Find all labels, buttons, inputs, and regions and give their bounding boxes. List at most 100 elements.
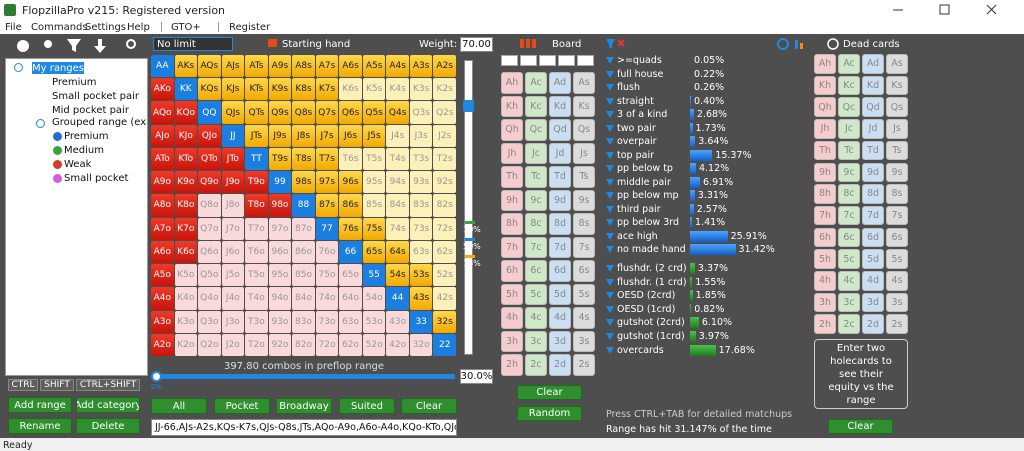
board-card[interactable]: 2c	[525, 354, 547, 376]
hand-cell[interactable]: 64o	[339, 287, 362, 310]
menu-item[interactable]: Help	[127, 21, 150, 33]
hand-cell[interactable]: T7o	[245, 217, 268, 240]
hand-cell[interactable]: 32s	[433, 310, 456, 333]
hand-cell[interactable]: 97o	[268, 217, 292, 240]
hand-cell[interactable]: 52s	[433, 264, 456, 287]
dead-card[interactable]: As	[886, 54, 908, 74]
dead-card[interactable]: 7d	[862, 205, 884, 226]
hand-cell[interactable]: A2o	[151, 333, 174, 356]
hand-cell[interactable]: 32o	[409, 333, 433, 356]
board-slot[interactable]	[558, 55, 575, 66]
hand-cell[interactable]: 55	[362, 264, 386, 287]
hand-cell[interactable]: J8s	[292, 124, 315, 147]
hand-cell[interactable]: AQo	[151, 101, 174, 124]
dead-card[interactable]: Js	[886, 119, 908, 139]
hand-cell[interactable]: T3o	[245, 310, 268, 333]
hand-cell[interactable]: 53s	[409, 264, 433, 287]
board-card[interactable]: Qc	[525, 119, 547, 141]
hand-cell[interactable]: K6s	[339, 78, 362, 101]
hand-cell[interactable]: Q7s	[315, 101, 339, 124]
hand-cell[interactable]: T9s	[268, 147, 292, 171]
hand-cell[interactable]: 82s	[433, 194, 456, 217]
tree-item[interactable]: Premium	[64, 130, 109, 142]
dead-card[interactable]: 2c	[838, 314, 860, 334]
hand-cell[interactable]: Q7o	[198, 217, 221, 240]
grid-button[interactable]: Broadway	[276, 398, 332, 414]
clear-filter-icon[interactable]	[617, 39, 625, 47]
hand-cell[interactable]: 92o	[268, 333, 292, 356]
hand-cell[interactable]: Q9s	[268, 101, 292, 124]
stat-name[interactable]: gutshot (1crd)	[617, 331, 685, 342]
hand-cell[interactable]: J9o	[221, 171, 245, 194]
board-slot[interactable]	[501, 55, 518, 66]
dead-card[interactable]: 4s	[886, 271, 908, 291]
tree-item[interactable]: Medium	[64, 144, 104, 156]
dead-card[interactable]: Ah	[814, 54, 836, 74]
hand-cell[interactable]: AKs	[174, 55, 198, 78]
dead-card[interactable]: Qd	[862, 97, 884, 117]
refresh-icon[interactable]	[777, 38, 789, 50]
board-card[interactable]: 6d	[549, 260, 571, 282]
hand-cell[interactable]: 54o	[362, 287, 386, 310]
hand-cell[interactable]: KJo	[174, 124, 198, 147]
dead-card[interactable]: Kh	[814, 75, 836, 96]
hand-cell[interactable]: 88	[292, 194, 315, 217]
board-card[interactable]: Th	[501, 166, 523, 188]
stat-name[interactable]: middle pair	[617, 176, 671, 188]
board-card[interactable]: 7c	[525, 236, 547, 258]
hand-cell[interactable]: K7o	[174, 217, 198, 240]
dead-card[interactable]: Tc	[838, 140, 860, 161]
hand-cell[interactable]: KQo	[174, 101, 198, 124]
hand-cell[interactable]: 54s	[386, 264, 409, 287]
hand-cell[interactable]: 93s	[409, 171, 433, 194]
users-icon[interactable]	[44, 40, 52, 48]
board-card[interactable]: Kh	[501, 95, 523, 117]
board-card[interactable]: 2s	[573, 354, 595, 376]
hand-cell[interactable]: Q5o	[198, 264, 221, 287]
board-card[interactable]: Tc	[525, 166, 547, 188]
hand-cell[interactable]: JTo	[221, 147, 245, 171]
dead-card[interactable]: 4d	[862, 271, 884, 291]
settings-icon[interactable]	[17, 40, 29, 52]
stat-name[interactable]: pp below mp	[617, 190, 679, 201]
menu-item[interactable]: Commands	[31, 21, 88, 33]
board-card[interactable]: 5c	[525, 283, 547, 305]
stat-name[interactable]: no made hand	[617, 244, 686, 255]
dead-card[interactable]: 3s	[886, 292, 908, 313]
board-card[interactable]: 2h	[501, 354, 523, 376]
hand-cell[interactable]: 95s	[362, 171, 386, 194]
hand-cell[interactable]: J5s	[362, 124, 386, 147]
board-card[interactable]: Kd	[549, 95, 571, 117]
tree-item[interactable]: Weak	[64, 158, 92, 170]
board-card[interactable]: 6s	[573, 260, 595, 282]
dead-card[interactable]: 7c	[838, 205, 860, 226]
board-card[interactable]: 3s	[573, 330, 595, 352]
board-card[interactable]: Qs	[573, 119, 595, 141]
board-card[interactable]: 5h	[501, 283, 523, 305]
hand-cell[interactable]: 66	[339, 240, 362, 264]
hand-cell[interactable]: QJo	[198, 124, 221, 147]
hand-cell[interactable]: A7o	[151, 217, 174, 240]
dead-card[interactable]: 9h	[814, 162, 836, 182]
hand-cell[interactable]: A9o	[151, 171, 174, 194]
hand-cell[interactable]: AKo	[151, 78, 174, 101]
board-card[interactable]: 2d	[549, 354, 571, 376]
menu-item[interactable]: Settings	[85, 21, 127, 33]
hand-cell[interactable]: K6o	[174, 240, 198, 264]
board-card[interactable]: 7d	[549, 236, 571, 258]
hand-cell[interactable]: Q2o	[198, 333, 221, 356]
hand-cell[interactable]: 62s	[433, 240, 456, 264]
hand-cell[interactable]: 96s	[339, 171, 362, 194]
stat-name[interactable]: OESD (1crd)	[617, 303, 676, 315]
hand-cell[interactable]: 42s	[433, 287, 456, 310]
weight-slider[interactable]	[464, 60, 473, 355]
dead-card[interactable]: 2s	[886, 314, 908, 334]
hand-cell[interactable]: K2s	[433, 78, 456, 101]
hand-cell[interactable]: TT	[245, 147, 268, 171]
board-card[interactable]: 4d	[549, 307, 571, 329]
hand-cell[interactable]: K4o	[174, 287, 198, 310]
board-card[interactable]: Qd	[549, 119, 571, 141]
board-card[interactable]: 3d	[549, 330, 571, 352]
board-card[interactable]: 5d	[549, 283, 571, 305]
hand-cell[interactable]: ATs	[245, 55, 268, 78]
